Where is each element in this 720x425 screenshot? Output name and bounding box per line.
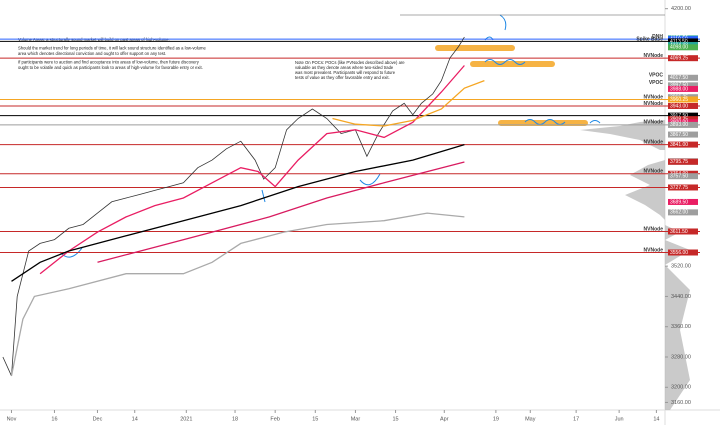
level-tag: [668, 184, 698, 191]
level-label: 3867.50: [670, 132, 688, 138]
level-name: NVNode: [644, 226, 664, 232]
level-label: 4069.25: [670, 56, 688, 62]
x-tick-label: Jun: [615, 416, 624, 422]
level-name: DNH: [652, 34, 663, 40]
level-label: 3943.00: [670, 103, 688, 109]
note: If participants were to auction and find…: [18, 60, 200, 65]
level-name: VPOC: [649, 80, 664, 86]
level-tag: [668, 198, 698, 205]
level-name: NVNode: [644, 139, 664, 145]
level-tag: [668, 158, 698, 165]
note: valuable as they denote areas where two-…: [295, 65, 394, 70]
series-line: [39, 65, 465, 275]
level-tag: [668, 55, 698, 62]
level-label: 3611.50: [670, 229, 688, 235]
x-tick-label: Mar: [351, 416, 361, 422]
y-tick-label: 3440.00: [671, 294, 691, 300]
level-label: 3988.00: [670, 86, 688, 92]
x-tick-label: 14: [653, 416, 659, 422]
level-label: 4113.50: [670, 39, 688, 45]
highlight: [470, 61, 555, 67]
level-label: 3662.00: [670, 210, 688, 216]
level-name: NVNode: [644, 94, 664, 100]
level-tag: [668, 121, 698, 128]
level-label: 3556.00: [670, 250, 688, 256]
series-line: [10, 212, 465, 377]
x-tick-label: May: [525, 416, 536, 422]
level-label: 3727.75: [670, 185, 688, 191]
level-label: 3960.25: [670, 97, 688, 103]
level-tag: [668, 173, 698, 180]
y-tick-label: 4200.00: [671, 6, 691, 12]
x-tick-label: Feb: [270, 416, 279, 422]
y-tick-label: 3160.00: [671, 400, 691, 406]
level-label: 3841.00: [670, 142, 688, 148]
series-line: [11, 143, 465, 282]
series-line: [332, 79, 485, 127]
x-tick-label: 16: [51, 416, 57, 422]
highlight: [435, 45, 515, 51]
x-tick-label: 15: [392, 416, 398, 422]
level-tag: [668, 102, 698, 109]
level-label: 3757.50: [670, 174, 688, 180]
level-tag: [668, 141, 698, 148]
level-tag: [668, 85, 698, 92]
level-tag: [668, 38, 698, 45]
level-tag: [668, 228, 698, 235]
level-label: 3917.50: [670, 113, 688, 119]
level-name: VPOC: [649, 73, 664, 79]
level-tag: [668, 44, 698, 51]
note: Should the market trend for long periods…: [18, 46, 207, 51]
x-tick-label: 14: [132, 416, 138, 422]
x-tick-label: Dec: [93, 416, 103, 422]
x-tick-label: 2021: [180, 416, 192, 422]
level-tag: [668, 131, 698, 138]
series-line: [97, 161, 465, 263]
level-tag: [668, 116, 698, 123]
x-tick-label: 17: [573, 416, 579, 422]
level-tag: [668, 74, 698, 81]
x-tick-label: Nov: [7, 416, 17, 422]
y-tick-label: 3520.00: [671, 264, 691, 270]
level-label: 3689.50: [670, 199, 688, 205]
note: area which denotes directional convictio…: [18, 51, 166, 56]
x-tick-label: Apr: [440, 416, 449, 422]
level-label: 4017.50: [670, 75, 688, 81]
level-tag: [668, 112, 698, 119]
note: Note On POCs: POCs (like PVNodes describ…: [295, 60, 405, 65]
x-tick-label: 19: [493, 416, 499, 422]
note: was most prevalent. Participants will re…: [295, 70, 396, 75]
level-tag: [668, 96, 698, 103]
level-name: NVNode: [644, 169, 664, 175]
x-tick-label: 18: [232, 416, 238, 422]
level-label: 3997.50: [670, 83, 688, 89]
volume-profile: [580, 120, 690, 410]
level-label: 3893.00: [670, 122, 688, 128]
level-name: NVNode: [644, 120, 664, 126]
series-line: [2, 36, 465, 377]
level-tag: [668, 209, 698, 216]
level-name: NVNode: [644, 101, 664, 107]
note: ought to be volatile and quick as partic…: [18, 65, 203, 70]
annotation-arrow: [59, 14, 601, 258]
level-label: 3795.75: [670, 159, 688, 165]
y-tick-label: 3280.00: [671, 354, 691, 360]
level-name: Spike Base: [636, 36, 663, 42]
y-tick-label: 3360.00: [671, 324, 691, 330]
x-tick-label: 15: [312, 416, 318, 422]
level-name: NVNode: [644, 247, 664, 253]
y-tick-label: 3200.00: [671, 385, 691, 391]
level-tag: [668, 249, 698, 256]
level-label: 4098.00: [670, 45, 688, 51]
level-tag: [668, 82, 698, 89]
level-name: NVNode: [644, 53, 664, 59]
note: tests of value as they offer favorable e…: [295, 75, 390, 80]
